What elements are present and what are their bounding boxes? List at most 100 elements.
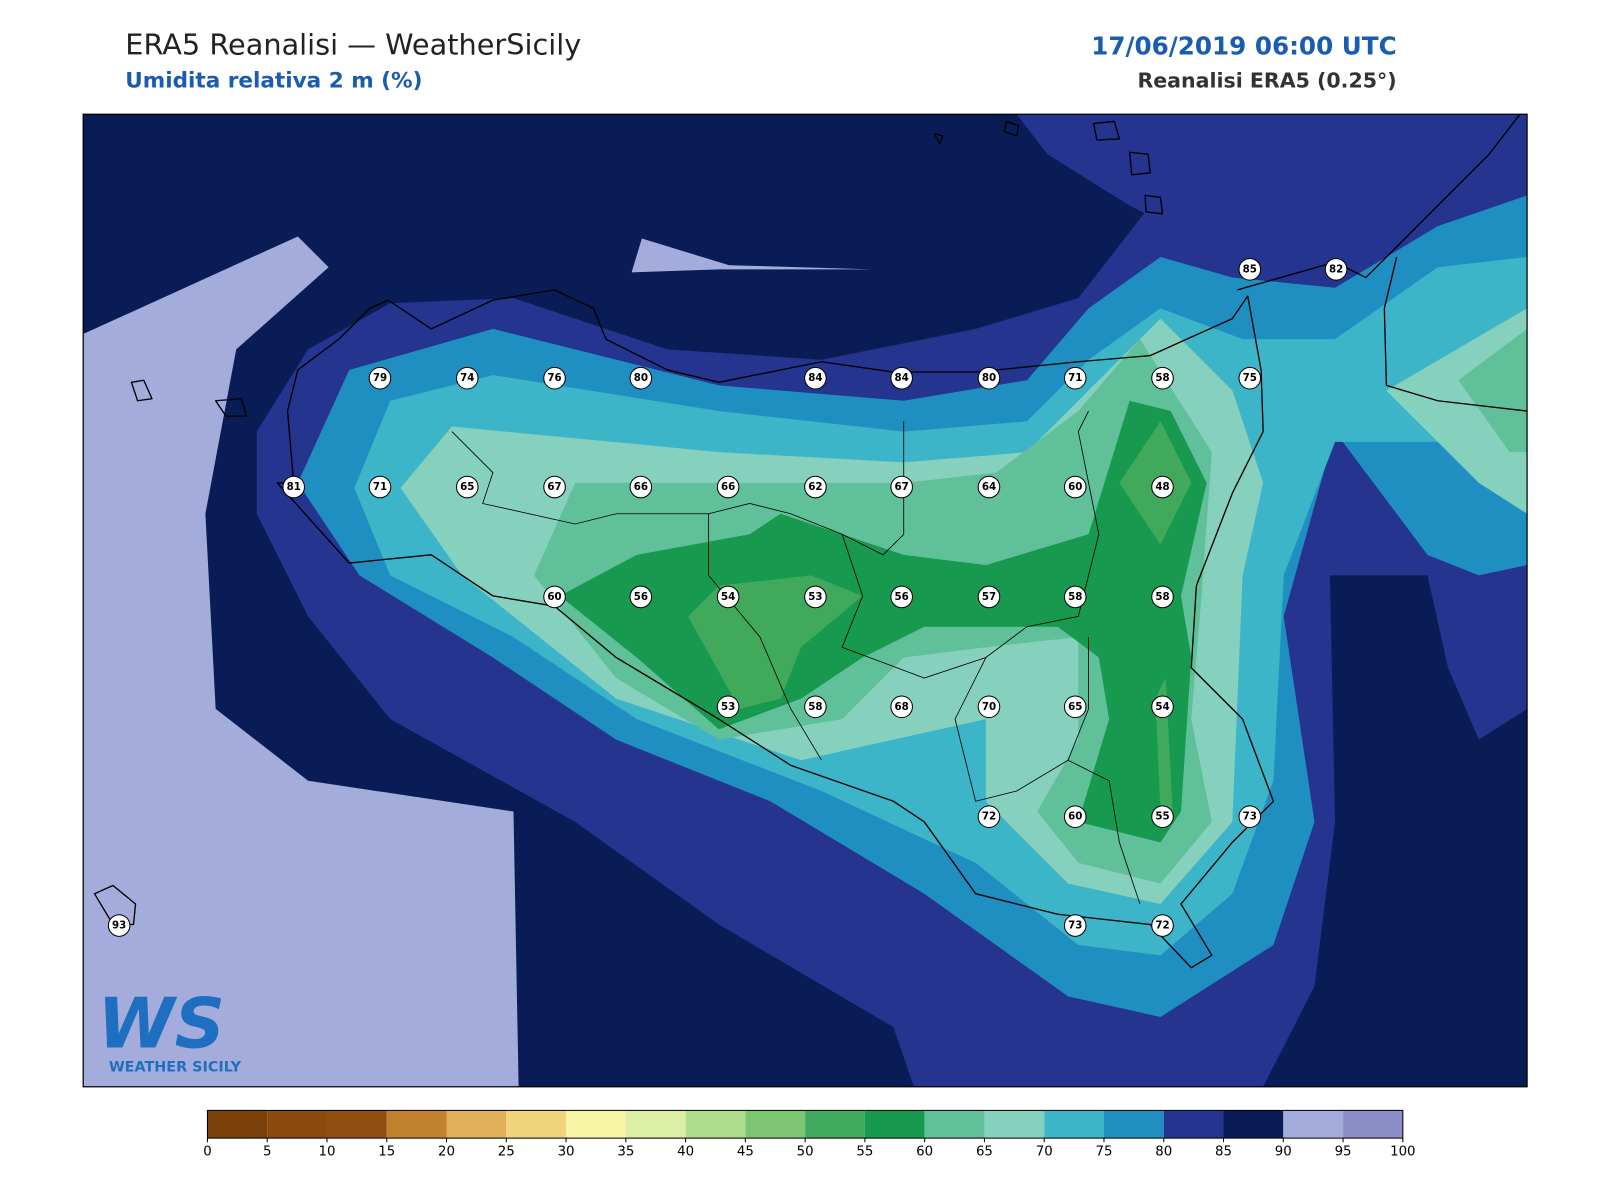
station-value: 64	[982, 481, 996, 493]
station-value: 71	[373, 481, 387, 493]
colorbar-tick-label: 35	[617, 1145, 634, 1160]
station-value: 53	[808, 591, 822, 603]
station: 82	[1324, 258, 1348, 281]
contour-fill	[1263, 575, 1528, 1087]
station: 62	[804, 475, 827, 499]
colorbar-segment	[446, 1110, 507, 1139]
station: 60	[1063, 475, 1087, 499]
colorbar-tick-label: 15	[378, 1145, 395, 1160]
colorbar-tick-label: 100	[1390, 1145, 1415, 1160]
colorbar-segment	[625, 1110, 686, 1139]
station-marker	[1151, 475, 1174, 499]
station-value: 93	[112, 920, 126, 932]
colorbar-segment	[1163, 1110, 1224, 1139]
station-marker	[368, 366, 392, 390]
station: 54	[716, 585, 740, 609]
station-marker	[455, 475, 479, 499]
colorbar-tick-label: 90	[1275, 1145, 1292, 1160]
station: 56	[629, 585, 653, 609]
colorbar-segment	[386, 1110, 447, 1139]
station-value: 48	[1155, 481, 1169, 493]
station: 74	[455, 366, 479, 390]
station: 68	[890, 695, 913, 719]
colorbar-segment	[745, 1110, 806, 1139]
colorbar-segment	[207, 1110, 268, 1139]
colorbar-tick-label: 65	[976, 1145, 993, 1160]
subtitle: Umidita relativa 2 m (%)	[125, 69, 422, 94]
station: 65	[1063, 695, 1087, 719]
station-marker	[977, 475, 1001, 499]
station-marker	[368, 475, 392, 499]
station: 71	[1063, 366, 1087, 390]
colorbar-tick-label: 50	[797, 1145, 814, 1160]
station: 76	[543, 366, 566, 390]
coastline	[276, 289, 1275, 969]
colorbar-segment	[984, 1110, 1045, 1139]
station-value: 71	[1068, 372, 1082, 384]
colorbar-segment	[506, 1110, 567, 1139]
station: 58	[1151, 366, 1174, 390]
station-value: 66	[721, 481, 735, 493]
station-marker	[455, 366, 479, 390]
colorbar-tick-label: 25	[498, 1145, 515, 1160]
station: 53	[804, 585, 827, 609]
station: 73	[1063, 914, 1087, 937]
contour-fill	[559, 400, 1207, 843]
station: 64	[977, 475, 1001, 499]
colorbar-segment	[566, 1110, 626, 1139]
region-border	[451, 410, 1141, 905]
colorbar-tick-label: 40	[677, 1145, 694, 1160]
station-marker	[716, 585, 740, 609]
colorbar-segment	[924, 1110, 985, 1139]
colorbar-segment	[1223, 1110, 1284, 1139]
colorbar-segment	[1343, 1110, 1403, 1139]
station: 75	[1238, 366, 1262, 390]
station-value: 65	[1068, 701, 1082, 713]
colorbar-segment	[326, 1110, 387, 1139]
station-value: 67	[547, 481, 561, 493]
station-value: 74	[460, 372, 474, 384]
station: 48	[1151, 475, 1174, 499]
station-marker	[977, 585, 1001, 609]
station: 81	[282, 475, 306, 499]
colorbar-segment	[1103, 1110, 1164, 1139]
station-marker	[1151, 805, 1174, 828]
station: 67	[890, 475, 913, 499]
station: 57	[977, 585, 1001, 609]
station-value: 55	[1155, 811, 1169, 823]
colorbar-tick-label: 0	[203, 1145, 212, 1160]
station-marker	[1151, 585, 1174, 609]
station: 80	[977, 366, 1001, 390]
station-marker	[890, 695, 913, 719]
station: 58	[1063, 585, 1087, 609]
contour-fill	[83, 236, 519, 1087]
colorbar: 0 5 10 15 20 25 30 35 40 45 50 55 60 65 70 75 80 85 90 95 10…	[203, 1109, 1416, 1160]
island	[93, 120, 1164, 926]
station: 70	[977, 695, 1001, 719]
station-value: 84	[808, 372, 822, 384]
station-marker	[977, 805, 1001, 828]
contour-fill	[1016, 114, 1528, 257]
station-value: 56	[634, 591, 648, 603]
station: 73	[1238, 805, 1262, 828]
station-value: 82	[1329, 263, 1343, 275]
station: 72	[977, 805, 1001, 828]
colorbar-tick-label: 95	[1335, 1145, 1352, 1160]
coastline	[1383, 256, 1528, 412]
station-marker	[804, 366, 827, 390]
station-marker	[716, 695, 740, 719]
station: 79	[368, 366, 392, 390]
station-marker	[1151, 695, 1174, 719]
station-marker	[1238, 805, 1262, 828]
station: 66	[716, 475, 740, 499]
station-marker	[1151, 366, 1174, 390]
station-marker	[890, 475, 913, 499]
station-value: 66	[634, 481, 648, 493]
station: 85	[1238, 258, 1262, 281]
logo-mark: WS	[98, 984, 225, 1065]
station-value: 60	[547, 591, 561, 603]
datetime: 17/06/2019 06:00 UTC	[1091, 32, 1396, 61]
station-value: 73	[1243, 811, 1257, 823]
colorbar-tick-label: 75	[1095, 1145, 1112, 1160]
